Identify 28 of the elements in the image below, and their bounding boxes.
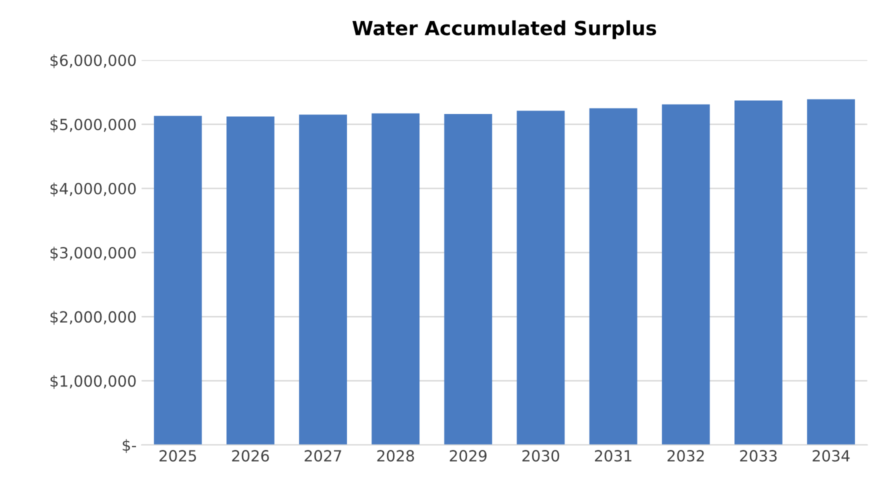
bar — [516, 110, 565, 445]
x-tick-label: 2026 — [232, 450, 269, 462]
x-tick-label: 2030 — [522, 450, 560, 462]
bar — [662, 104, 710, 445]
y-tick-label: $5,000,000 — [50, 118, 136, 132]
y-tick-label: $2,000,000 — [50, 310, 136, 325]
bar — [154, 116, 202, 445]
y-tick-label: $4,000,000 — [50, 182, 136, 196]
x-tick-label: 2028 — [377, 450, 414, 462]
x-tick-label: 2031 — [594, 450, 632, 462]
y-tick-label: $3,000,000 — [50, 246, 136, 261]
bar — [807, 99, 855, 445]
bar — [226, 116, 274, 445]
x-tick-label: 2025 — [160, 450, 196, 462]
y-tick-label: $- — [122, 439, 136, 453]
y-tick-label: $6,000,000 — [50, 54, 136, 68]
bar — [299, 114, 347, 445]
bar — [372, 113, 420, 445]
x-tick-label: 2034 — [812, 450, 850, 462]
x-tick-label: 2032 — [668, 450, 704, 462]
x-tick-label: 2033 — [740, 450, 777, 462]
x-tick-label: 2029 — [450, 450, 487, 462]
y-tick-label: $1,000,000 — [50, 374, 136, 389]
bar — [734, 100, 782, 445]
x-tick-label: 2027 — [304, 450, 342, 462]
bar — [589, 108, 638, 445]
chart-title: Water Accumulated Surplus — [352, 20, 656, 40]
bar — [444, 114, 492, 445]
